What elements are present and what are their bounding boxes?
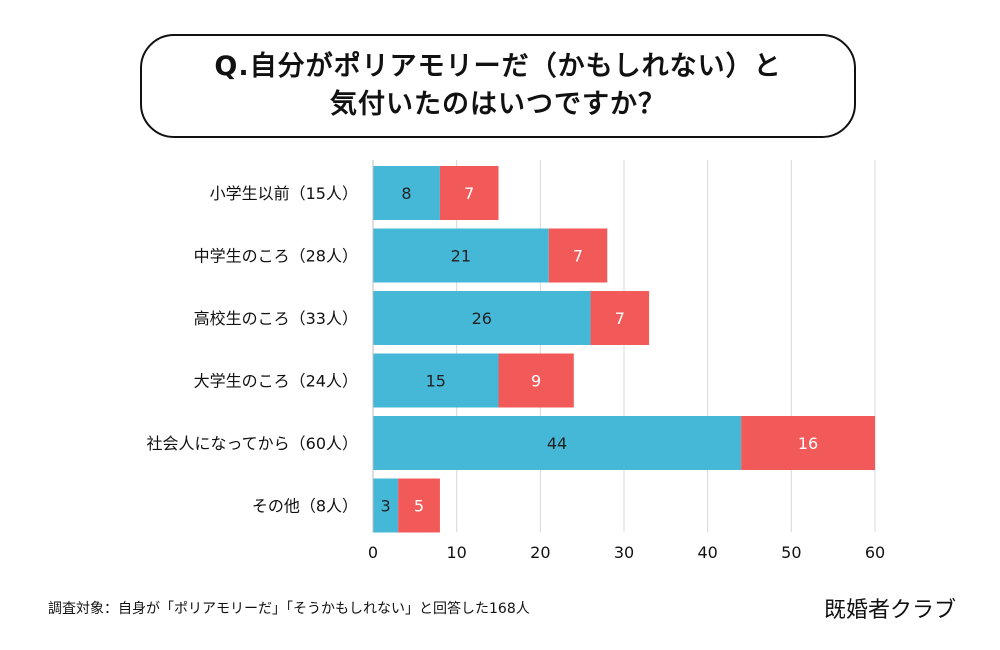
data-label-series2-row6: 5 — [414, 497, 424, 516]
x-tick-label-10: 10 — [446, 543, 466, 562]
bar-series1-row3 — [373, 291, 591, 345]
bar-series1-row2 — [373, 228, 549, 283]
title-line-1: Q.自分がポリアモリーだ（かもしれない）と — [214, 51, 782, 82]
bar-series2-row1 — [439, 166, 499, 220]
x-tick-label-40: 40 — [697, 543, 717, 562]
title-box: Q.自分がポリアモリーだ（かもしれない）と 気付いたのはいつですか？ — [140, 34, 856, 138]
data-label-series1-row5: 44 — [547, 434, 567, 453]
bar-series1-row5 — [373, 416, 742, 470]
brand-name: 既婚者クラブ — [823, 598, 956, 623]
survey-footnote: 調査対象：自身が「ポリアモリーだ」「そうかもしれない」と回答した168人 — [48, 601, 530, 617]
data-label-series2-row5: 16 — [798, 434, 818, 453]
category-label-4: 大学生のころ（24人） — [194, 372, 358, 391]
category-label-3: 高校生のころ（33人） — [194, 309, 358, 328]
bar-series1-row6 — [373, 478, 399, 533]
x-tick-label-20: 20 — [530, 543, 550, 562]
category-label-6: その他（8人） — [252, 497, 358, 516]
data-label-series2-row1: 7 — [464, 184, 474, 203]
bar-series1-row4 — [373, 353, 499, 408]
data-label-series1-row6: 3 — [380, 497, 390, 516]
category-label-5: 社会人になってから（60人） — [146, 434, 358, 453]
bar-series2-row4 — [498, 353, 574, 408]
data-label-series2-row2: 7 — [573, 247, 583, 266]
data-label-series1-row4: 15 — [426, 372, 446, 391]
x-tick-label-0: 0 — [368, 543, 378, 562]
bar-series2-row2 — [548, 228, 608, 283]
data-label-series1-row2: 21 — [451, 247, 471, 266]
title-line-2: 気付いたのはいつですか？ — [330, 89, 666, 120]
x-tick-label-50: 50 — [781, 543, 801, 562]
bar-series2-row3 — [590, 291, 650, 345]
x-tick-label-30: 30 — [614, 543, 634, 562]
x-tick-label-60: 60 — [865, 543, 885, 562]
data-label-series1-row1: 8 — [401, 184, 411, 203]
data-label-series1-row3: 26 — [472, 309, 492, 328]
category-label-2: 中学生のころ（28人） — [194, 247, 358, 266]
bar-series2-row6 — [398, 478, 440, 533]
category-label-1: 小学生以前（15人） — [210, 184, 358, 203]
bar-series1-row1 — [373, 166, 440, 220]
data-label-series2-row3: 7 — [615, 309, 625, 328]
bar-series2-row5 — [741, 416, 875, 470]
data-label-series2-row4: 9 — [531, 372, 541, 391]
